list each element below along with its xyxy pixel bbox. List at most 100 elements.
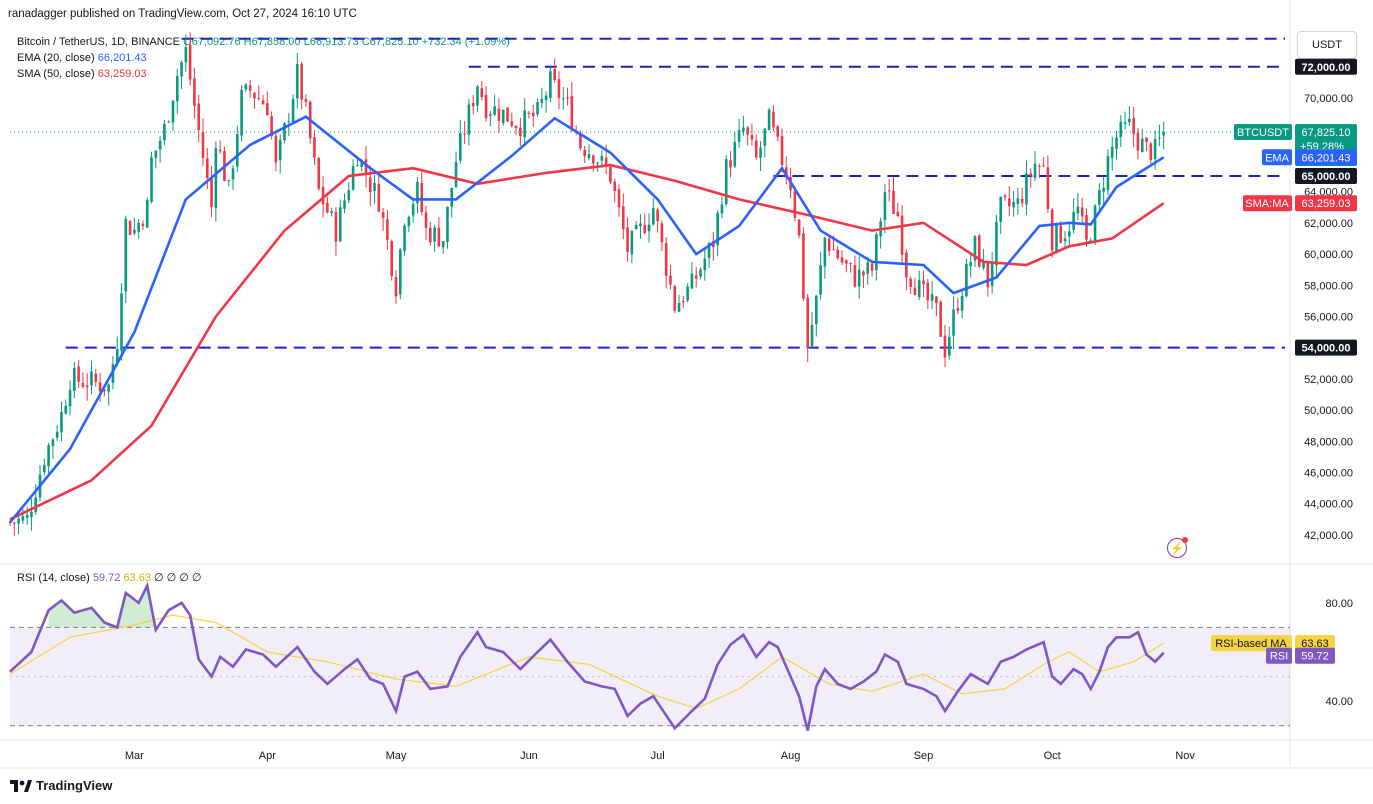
level-tag-label: 54,000.00 [1302,343,1351,355]
candle-body [158,140,162,150]
candle-body [1046,167,1050,210]
candle-body [1110,146,1114,158]
sma-legend-value: 63,259.03 [97,68,147,80]
candle-body [368,177,372,193]
y-tick-label: 42,000.00 [1304,530,1353,542]
candle-body [1072,211,1075,230]
candle-body [197,103,201,131]
rsi-legend[interactable]: RSI (14, close) 59.72 63.63 ∅ ∅ ∅ ∅ [17,570,202,586]
candle-body [43,465,46,473]
candle-body [540,98,544,103]
candle-body [669,275,672,285]
candle-body [519,127,522,137]
candle-body [180,62,183,77]
candle-body [85,385,89,388]
candle-body [506,107,509,122]
sma-legend[interactable]: SMA (50, close) 63,259.03 [17,66,147,82]
candle-body [806,297,810,349]
candle-body [621,206,625,230]
symbol-title[interactable]: Bitcoin / TetherUS, 1D, BINANCE [17,36,181,48]
lightning-icon[interactable]: ⚡ [1167,537,1188,558]
candle-body [270,116,273,137]
candle-body [411,204,415,216]
candle-body [60,412,63,433]
ema-tag-label: EMA [1265,152,1290,164]
candle-body [120,293,123,351]
candle-body [1020,198,1024,204]
candle-body [660,223,664,243]
candle-body [484,94,488,119]
candle-body [278,139,282,161]
candle-body [386,219,389,240]
candle-body [373,182,376,191]
candle-body [926,282,930,301]
y-tick-label: 50,000.00 [1304,405,1353,417]
candle-body [579,133,582,149]
rsi-y-tick-label: 40.00 [1325,696,1353,708]
candle-body [454,162,458,187]
candle-body [437,227,441,247]
candle-body [493,106,496,115]
candle-body [480,88,484,98]
candle-body [690,273,694,289]
candle-body [549,71,552,98]
candle-body [609,166,612,183]
candle-body [849,263,852,265]
candle-body [896,211,900,217]
candle-body [167,121,170,123]
candle-body [51,439,55,446]
candle-body [892,190,895,214]
candle-body [300,63,303,100]
tradingview-logo[interactable]: TradingView [10,778,112,793]
candle-body [356,165,359,167]
candle-body [137,222,140,232]
candle-body [1016,198,1020,204]
candle-body [862,271,865,276]
candle-body [68,390,72,407]
candle-body [703,258,707,270]
ema-legend[interactable]: EMA (20, close) 66,201.43 [17,50,147,66]
sma-tag [1243,195,1292,212]
candle-body [103,389,106,392]
candle-body [772,111,775,128]
candle-body [634,224,638,229]
candle-body [236,134,239,167]
notification-dot [1182,537,1188,543]
candle-body [600,155,604,161]
candle-body [253,92,256,99]
last-price-value: 67,825.10 [1302,127,1351,139]
currency-button[interactable]: USDT [1297,31,1357,59]
candle-body [969,261,972,267]
candle-body [201,132,205,159]
candle-body [935,296,938,304]
candle-body [652,207,655,225]
x-tick-label: Jul [651,750,665,762]
candle-body [583,149,587,157]
candle-body [922,280,925,285]
sma-price-tag [1295,195,1357,212]
candle-body [214,148,218,208]
y-tick-label: 70,000.00 [1304,93,1353,105]
level-tag [1295,339,1357,356]
candle-body [141,223,145,226]
ema-price-tag [1295,149,1357,166]
candle-body [133,229,136,234]
candle-body [501,109,505,124]
candle-body [321,186,325,205]
candle-body [296,64,299,99]
candle-body [381,212,385,218]
rsi-tag-label: RSI [1270,651,1288,663]
candle-body [1025,173,1028,205]
candle-body [875,234,878,271]
candle-body [313,137,316,158]
y-tick-label: 56,000.00 [1304,311,1353,323]
candle-body [64,405,68,414]
candle-body [154,150,158,158]
candle-body [1007,198,1011,207]
candle-body [30,511,33,518]
sma-tag-label: SMA:MA [1245,198,1289,210]
candle-body [94,373,98,382]
candle-body [407,216,411,227]
candle-body [489,114,492,117]
